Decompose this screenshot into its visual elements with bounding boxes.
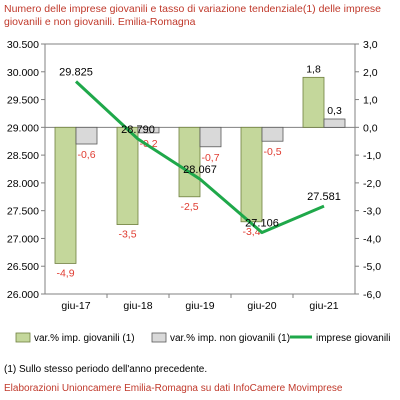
bar-data-label: -3,5 bbox=[118, 229, 136, 241]
legend-swatch-young bbox=[15, 332, 31, 343]
footnote: (1) Sullo stesso periodo dell'anno prece… bbox=[4, 364, 208, 375]
x-axis-tick-label: giu-20 bbox=[247, 300, 276, 312]
bar bbox=[261, 126, 284, 142]
right-axis-tick-label: -4,0 bbox=[363, 233, 381, 245]
right-axis-tick-label: -1,0 bbox=[363, 150, 381, 162]
bar-data-label: -0,2 bbox=[139, 138, 157, 150]
line-data-label: 27.581 bbox=[307, 191, 341, 203]
legend-label: var.% imp. giovanili (1) bbox=[34, 333, 135, 344]
source-note: Elaborazioni Unioncamere Emilia-Romagna … bbox=[4, 383, 343, 394]
x-axis-tick-label: giu-21 bbox=[309, 300, 338, 312]
line-data-label: 27.106 bbox=[245, 218, 279, 230]
right-axis-tick-label: -6,0 bbox=[363, 289, 381, 301]
left-axis-tick-label: 29.000 bbox=[7, 122, 39, 134]
bar bbox=[54, 126, 77, 264]
bar-data-label: -4,9 bbox=[56, 267, 74, 279]
bar-data-label: -0,6 bbox=[77, 149, 95, 161]
left-axis-tick-label: 30.500 bbox=[7, 39, 39, 51]
left-axis-tick-label: 28.000 bbox=[7, 178, 39, 190]
line-data-label: 28.067 bbox=[183, 164, 217, 176]
x-axis-tick-label: giu-18 bbox=[123, 300, 152, 312]
bar bbox=[199, 126, 222, 148]
left-axis-tick-label: 28.500 bbox=[7, 150, 39, 162]
left-axis-tick-label: 26.000 bbox=[7, 289, 39, 301]
bar-data-label: 1,8 bbox=[306, 63, 321, 75]
bar bbox=[302, 76, 325, 128]
right-axis-tick-label: -5,0 bbox=[363, 261, 381, 273]
bar bbox=[178, 126, 201, 198]
legend-label: var.% imp. non giovanili (1) bbox=[170, 333, 290, 344]
left-axis-tick-label: 27.500 bbox=[7, 206, 39, 218]
bar bbox=[323, 118, 346, 128]
plot-frame bbox=[44, 43, 356, 295]
line-data-label: 28.790 bbox=[121, 124, 155, 136]
left-axis-tick-label: 27.000 bbox=[7, 233, 39, 245]
right-axis-tick-label: 0,0 bbox=[363, 122, 378, 134]
bar bbox=[116, 126, 139, 225]
right-axis-tick-label: -3,0 bbox=[363, 206, 381, 218]
bar bbox=[75, 126, 98, 145]
legend-swatch-non-young bbox=[151, 332, 167, 343]
left-axis-tick-label: 30.000 bbox=[7, 67, 39, 79]
right-axis-tick-label: -2,0 bbox=[363, 178, 381, 190]
bar-data-label: -2,5 bbox=[180, 201, 198, 213]
right-axis-tick-label: 2,0 bbox=[363, 67, 378, 79]
bar bbox=[137, 126, 160, 134]
left-axis-tick-label: 29.500 bbox=[7, 95, 39, 107]
bar-data-label: -0,7 bbox=[201, 152, 219, 164]
left-axis-tick-label: 26.500 bbox=[7, 261, 39, 273]
bar bbox=[240, 126, 263, 223]
right-axis-tick-label: 1,0 bbox=[363, 95, 378, 107]
bar-data-label: 0,3 bbox=[327, 105, 342, 117]
chart-title: Numero delle imprese giovanili e tasso d… bbox=[4, 3, 382, 28]
x-axis-tick-label: giu-19 bbox=[185, 300, 214, 312]
line-series-imprese-giovanili bbox=[74, 80, 325, 235]
legend-label: imprese giovanili bbox=[316, 333, 390, 344]
line-data-label: 29.825 bbox=[59, 67, 93, 79]
bar-data-label: -0,5 bbox=[263, 146, 281, 158]
x-axis-tick-label: giu-17 bbox=[61, 300, 90, 312]
right-axis-tick-label: 3,0 bbox=[363, 39, 378, 51]
